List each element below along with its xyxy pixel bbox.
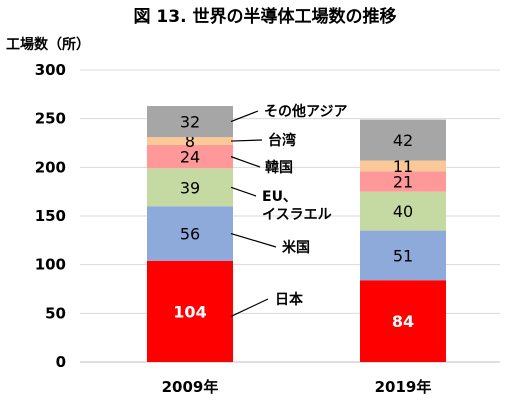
bar-segment	[360, 160, 446, 172]
bar-segment	[147, 144, 233, 169]
bar-segment	[360, 230, 446, 281]
data-label: 42	[393, 131, 413, 150]
legend-leader-line	[230, 110, 259, 123]
legend-entry: イスラエル	[262, 207, 332, 223]
y-tick-label: 200	[35, 158, 66, 176]
x-category-label: 2019年	[375, 378, 432, 396]
legend-entry: 日本	[275, 291, 304, 308]
y-tick-label: 0	[56, 353, 66, 371]
bar-segment	[360, 171, 446, 192]
data-label: 21	[393, 172, 413, 191]
y-tick-label: 100	[35, 256, 66, 274]
chart-title: 図 13. 世界の半導体工場数の推移	[134, 6, 397, 27]
data-label: 56	[180, 225, 200, 244]
data-label: 39	[180, 178, 200, 197]
legend-leader-line	[230, 232, 277, 248]
bar-segment	[360, 191, 446, 231]
legend-entry: その他アジア	[264, 103, 347, 120]
bar-segment	[147, 260, 233, 362]
bar-segment	[147, 137, 233, 145]
x-category-label: 2009年	[162, 378, 219, 396]
data-label: 84	[392, 312, 414, 331]
data-label: 51	[393, 246, 413, 265]
y-axis-ticks: 0 50 100 150 200 250 300	[35, 61, 66, 371]
legend-leader-line	[230, 298, 269, 317]
legend-entry: EU、	[262, 189, 297, 205]
legend-leader-line	[230, 186, 257, 197]
legend-entry: 韓国	[265, 159, 293, 176]
data-label: 24	[180, 148, 200, 167]
legend-leader-line	[230, 156, 261, 168]
legend: 日本 米国 EU、イスラエル 韓国 台湾 その他アジア	[230, 103, 347, 317]
y-axis-label: 工場数（所）	[6, 36, 90, 53]
data-label: 40	[393, 202, 413, 221]
y-tick-label: 150	[35, 207, 66, 225]
bar-segment	[147, 106, 233, 138]
legend-entry: 米国	[282, 239, 310, 256]
legend-entry: 台湾	[268, 132, 296, 149]
y-tick-label: 50	[45, 304, 66, 322]
data-label: 8	[185, 132, 195, 151]
bar-segment	[360, 119, 446, 161]
y-tick-label: 250	[35, 110, 66, 128]
bar-segment	[147, 168, 233, 207]
data-label: 104	[173, 302, 206, 321]
bar-segment	[360, 280, 446, 362]
legend-leader-line	[230, 139, 263, 142]
data-label: 32	[180, 113, 200, 132]
data-label: 11	[393, 157, 413, 176]
bar-segment	[147, 206, 233, 261]
x-axis-categories: 2009年 2019年	[162, 378, 432, 396]
y-tick-label: 300	[35, 61, 66, 79]
